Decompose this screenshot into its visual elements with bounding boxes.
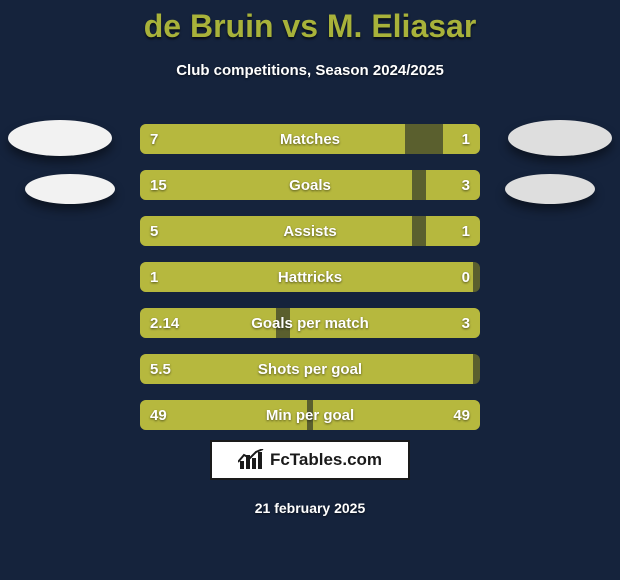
page-title: de Bruin vs M. Eliasar: [0, 8, 620, 45]
avatar-placeholder: [505, 174, 595, 204]
avatar-placeholder: [508, 120, 612, 156]
chart-icon: [238, 449, 264, 471]
stat-label: Goals: [140, 170, 480, 200]
stat-row: 2.143Goals per match: [140, 308, 480, 338]
source-logo-text: FcTables.com: [270, 450, 382, 470]
stat-row: 10Hattricks: [140, 262, 480, 292]
comparison-infographic: de Bruin vs M. Eliasar Club competitions…: [0, 0, 620, 580]
avatar-placeholder: [25, 174, 115, 204]
date-label: 21 february 2025: [0, 500, 620, 516]
avatar-placeholder: [8, 120, 112, 156]
page-subtitle: Club competitions, Season 2024/2025: [0, 62, 620, 79]
stat-label: Goals per match: [140, 308, 480, 338]
stat-label: Hattricks: [140, 262, 480, 292]
stat-row: 51Assists: [140, 216, 480, 246]
stat-row: 4949Min per goal: [140, 400, 480, 430]
stat-row: 71Matches: [140, 124, 480, 154]
stat-row: 153Goals: [140, 170, 480, 200]
stat-label: Min per goal: [140, 400, 480, 430]
stat-label: Shots per goal: [140, 354, 480, 384]
stat-row: 5.5Shots per goal: [140, 354, 480, 384]
stat-label: Matches: [140, 124, 480, 154]
source-logo: FcTables.com: [210, 440, 410, 480]
stat-label: Assists: [140, 216, 480, 246]
